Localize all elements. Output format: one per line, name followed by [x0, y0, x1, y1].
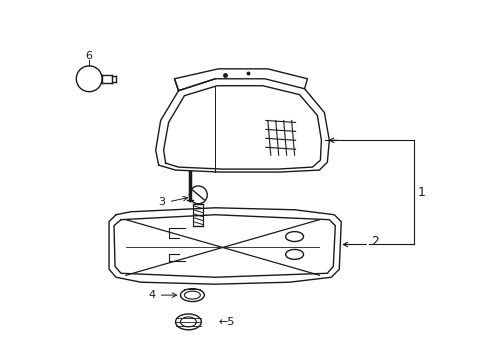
Text: 3: 3	[158, 197, 165, 207]
Text: 1: 1	[417, 186, 425, 199]
Text: 2: 2	[370, 235, 378, 248]
Text: 4: 4	[148, 290, 155, 300]
Text: 6: 6	[85, 51, 93, 61]
Text: ←5: ←5	[218, 317, 234, 327]
